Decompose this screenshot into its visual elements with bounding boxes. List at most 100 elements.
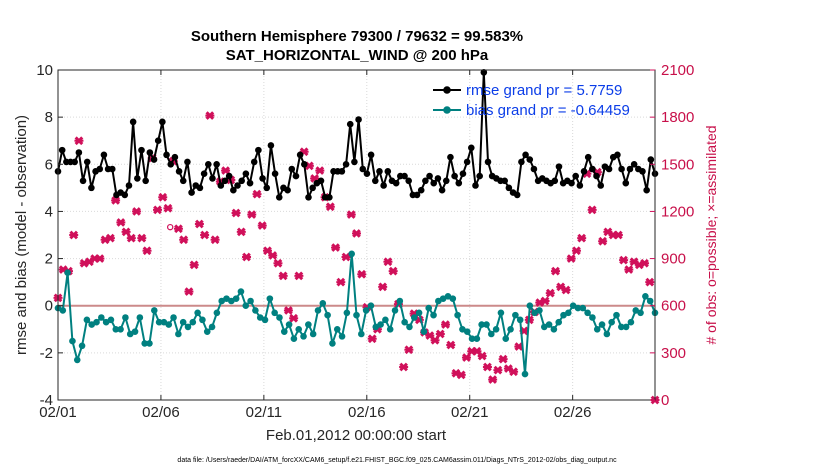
assimilated-count-marker [173, 224, 183, 234]
assimilated-count-marker [493, 365, 503, 375]
bias-series-point [483, 321, 490, 328]
bias-series-point [410, 314, 418, 321]
bias-series-point [362, 307, 370, 314]
y-right-tick-label: 300 [661, 345, 686, 362]
assimilated-count-marker [294, 271, 304, 281]
rmse-series-point [188, 189, 195, 196]
rmse-series-point [288, 165, 296, 173]
y-right-tick-label: 900 [661, 251, 686, 268]
chart-title-line2: SAT_HORIZONTAL_WIND @ 200 hPa [226, 47, 489, 64]
assimilated-count-marker [613, 230, 623, 240]
rmse-series-point [71, 158, 78, 166]
rmse-series-point [146, 149, 154, 156]
rmse-series-point [647, 156, 655, 163]
rmse-series-point [447, 153, 454, 161]
bias-series-point [565, 309, 572, 317]
bias-series-point [93, 318, 100, 326]
rmse-series-point [100, 151, 108, 159]
rmse-series-point [472, 182, 479, 189]
bias-series-point [574, 304, 582, 312]
rmse-series-point [255, 146, 262, 154]
rmse-series-point [134, 175, 141, 182]
bias-series-point [295, 325, 303, 333]
bias-series-point [463, 328, 471, 335]
bias-series-point [488, 330, 495, 338]
bias-series-point [73, 356, 81, 364]
rmse-series-point [142, 177, 149, 185]
assimilated-count-marker [268, 251, 278, 260]
bias-series-point [98, 314, 105, 321]
bias-series-point [584, 309, 591, 317]
rmse-series-point [413, 191, 421, 199]
bias-series-point [208, 323, 216, 331]
bias-series-point [497, 309, 505, 317]
rmse-series-point [622, 179, 630, 187]
bias-series-point [170, 314, 177, 321]
bias-series-point [300, 333, 307, 340]
assimilated-count-marker [74, 136, 84, 146]
bias-series-point [179, 318, 187, 326]
bias-series-point [420, 328, 428, 335]
assimilated-count-marker [624, 265, 634, 274]
rmse-series-point [138, 146, 145, 154]
bias-series-point [338, 333, 346, 340]
bias-series-point [199, 316, 206, 324]
bias-series-point [608, 318, 615, 326]
assimilated-count-marker [184, 287, 194, 296]
assimilated-count-marker [571, 246, 581, 256]
bias-series-point [589, 314, 596, 321]
rmse-series-point [342, 160, 350, 168]
bias-series-point [324, 311, 331, 319]
bias-series-point [107, 316, 115, 324]
assimilated-count-marker [619, 255, 629, 265]
assimilated-count-marker [257, 221, 267, 230]
rmse-series-point [417, 186, 425, 194]
assimilated-count-marker [252, 189, 262, 199]
y-tick-label: 8 [45, 109, 53, 126]
assimilated-count-marker [435, 329, 445, 339]
possible-count-marker [166, 223, 174, 231]
y-tick-label: 0 [45, 298, 53, 315]
rmse-series-point [401, 172, 408, 180]
y-tick-label: -2 [40, 345, 53, 362]
rmse-series-point [480, 69, 488, 76]
bias-series-point [353, 311, 360, 319]
bias-series-point [333, 325, 341, 333]
bias-series-point [646, 297, 654, 305]
rmse-series-point [476, 172, 483, 180]
assimilated-count-marker [551, 266, 560, 276]
rmse-series-point [580, 168, 588, 175]
rmse-series-point [200, 170, 208, 178]
assimilated-count-marker [404, 345, 414, 355]
bias-series-point [276, 314, 283, 321]
assimilated-count-marker [346, 210, 356, 219]
bias-series-point [617, 323, 625, 331]
assimilated-count-marker [132, 207, 142, 216]
rmse-series-point [121, 191, 129, 199]
rmse-series-point [430, 179, 438, 187]
rmse-series-point [309, 184, 316, 192]
assimilated-count-marker [545, 288, 555, 298]
rmse-series-point [501, 177, 509, 185]
rmse-series-point [351, 158, 358, 166]
rmse-series-point [442, 177, 450, 185]
assimilated-count-marker [205, 111, 215, 120]
bias-series-point [593, 325, 601, 333]
bias-series-point [319, 300, 327, 307]
chart-title-line1: Southern Hemisphere 79300 / 79632 = 99.5… [191, 28, 523, 45]
bias-series-point [382, 316, 389, 324]
rmse-series-point [179, 177, 187, 185]
rmse-series-point [568, 179, 575, 187]
legend-bias-marker [443, 106, 451, 114]
bias-series-point [117, 325, 124, 333]
rmse-series-point [451, 172, 458, 180]
bias-series-point [401, 318, 408, 326]
bias-series-point [189, 318, 197, 326]
rmse-series-point [175, 168, 183, 175]
rmse-series-point [259, 175, 266, 182]
assimilated-count-marker [509, 367, 519, 377]
assimilated-count-marker [242, 252, 252, 262]
bias-series-point [343, 309, 351, 317]
assimilated-count-marker [488, 375, 498, 384]
